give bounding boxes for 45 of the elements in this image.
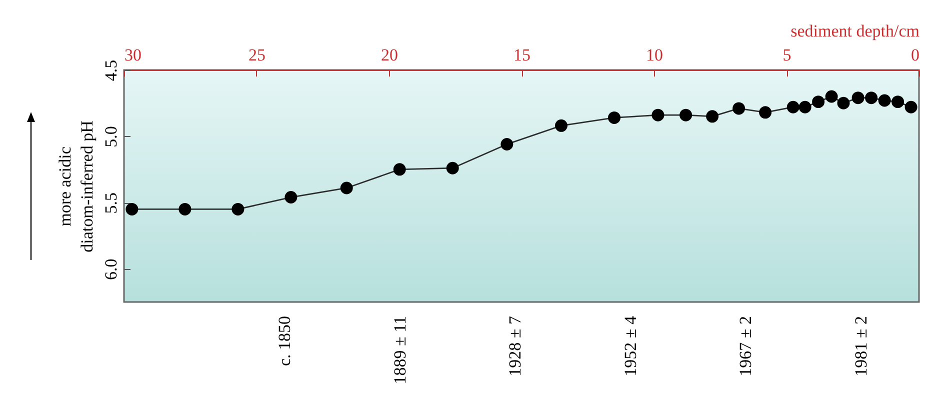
point xyxy=(837,96,850,110)
point xyxy=(904,100,918,114)
point xyxy=(825,90,838,103)
point xyxy=(652,108,664,122)
point xyxy=(798,100,812,114)
x-tick-label: 10 xyxy=(646,46,663,64)
x-tick-label: 20 xyxy=(381,46,398,64)
point xyxy=(178,202,192,216)
point xyxy=(892,96,904,108)
y-tick-label: 6.0 xyxy=(102,258,120,280)
text: 1928 ± 7 xyxy=(506,316,525,376)
point xyxy=(393,163,406,176)
point xyxy=(878,94,891,107)
point xyxy=(126,202,138,216)
text: 1981 ± 2 xyxy=(851,316,870,376)
point xyxy=(706,110,719,123)
point xyxy=(680,108,692,122)
y-tick-label: 5.5 xyxy=(102,192,120,214)
point xyxy=(555,119,568,132)
point xyxy=(500,138,514,150)
text: more acidic xyxy=(56,146,74,226)
point xyxy=(759,106,772,119)
y-tick-label: 5.0 xyxy=(102,126,120,148)
y-tick-label: 4.5 xyxy=(102,60,120,82)
point xyxy=(232,202,244,216)
text: 1889 ± 11 xyxy=(390,316,410,384)
point xyxy=(732,102,746,115)
x-axis-title: sediment depth/cm xyxy=(790,22,920,40)
point xyxy=(284,191,298,204)
x-tick-label: 15 xyxy=(514,46,530,64)
x-tick-label: 25 xyxy=(248,46,266,64)
point xyxy=(812,96,825,108)
y-axis-title: diatom-inferred pH xyxy=(78,120,96,252)
text: 1952 ± 4 xyxy=(620,316,640,376)
text: 1967 ± 2 xyxy=(736,316,756,376)
x-tick-label: 0 xyxy=(911,46,920,64)
point xyxy=(865,92,878,104)
text: c. 1850 xyxy=(274,316,294,366)
point xyxy=(608,111,620,124)
x-tick-label: 30 xyxy=(124,46,142,64)
point xyxy=(446,162,459,174)
x-tick-label: 5 xyxy=(782,46,792,64)
point xyxy=(786,100,800,114)
point xyxy=(852,92,864,104)
point xyxy=(340,182,353,194)
